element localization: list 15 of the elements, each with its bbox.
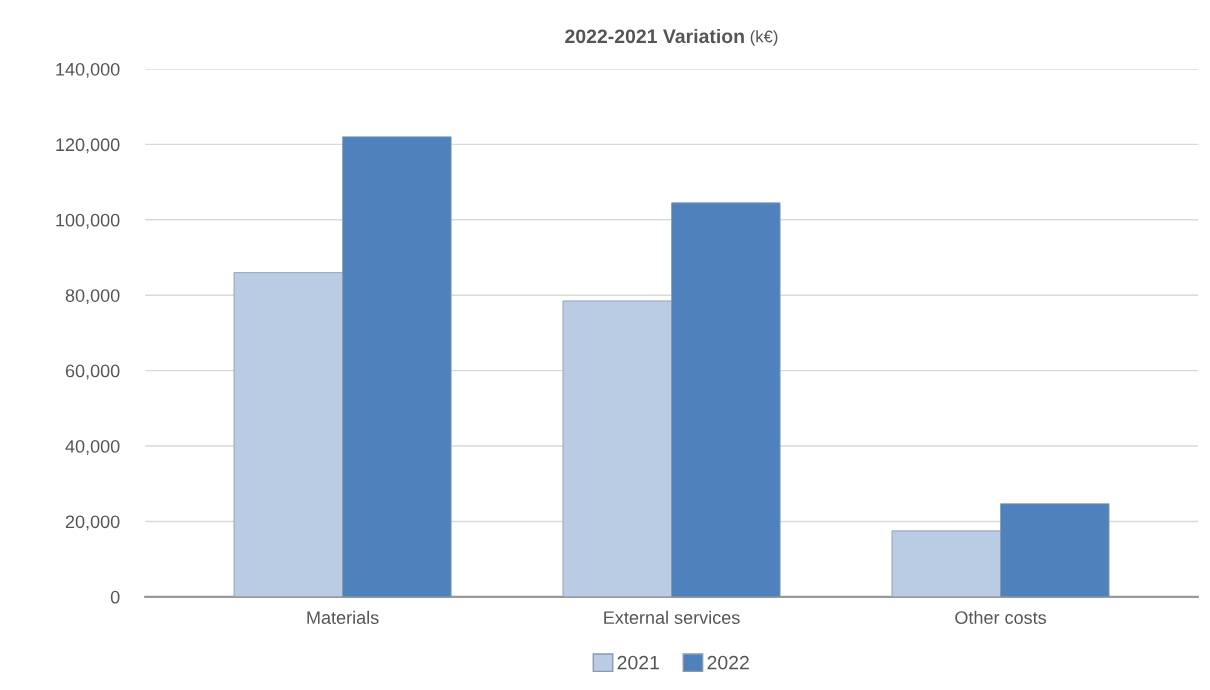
legend-label: 2021 bbox=[617, 655, 659, 670]
y-tick-label: 120,000 bbox=[56, 138, 120, 154]
x-tick-label: Materials bbox=[307, 610, 379, 624]
x-tick-label: Other costs bbox=[955, 610, 1047, 624]
y-tick-label: 60,000 bbox=[65, 364, 120, 380]
x-tick-label: External services bbox=[604, 610, 740, 624]
y-tick-label: 0 bbox=[110, 590, 120, 604]
y-tick-label: 20,000 bbox=[65, 515, 120, 531]
y-tick-label: 100,000 bbox=[56, 213, 120, 229]
y-tick-label: 80,000 bbox=[65, 289, 120, 305]
chart-title: 2022-2021 Variation bbox=[565, 28, 744, 44]
chart-subtitle: (k€) bbox=[750, 30, 778, 46]
y-tick-label: 40,000 bbox=[65, 439, 120, 455]
y-tick-label: 140,000 bbox=[56, 62, 120, 78]
legend-label: 2022 bbox=[707, 655, 749, 670]
